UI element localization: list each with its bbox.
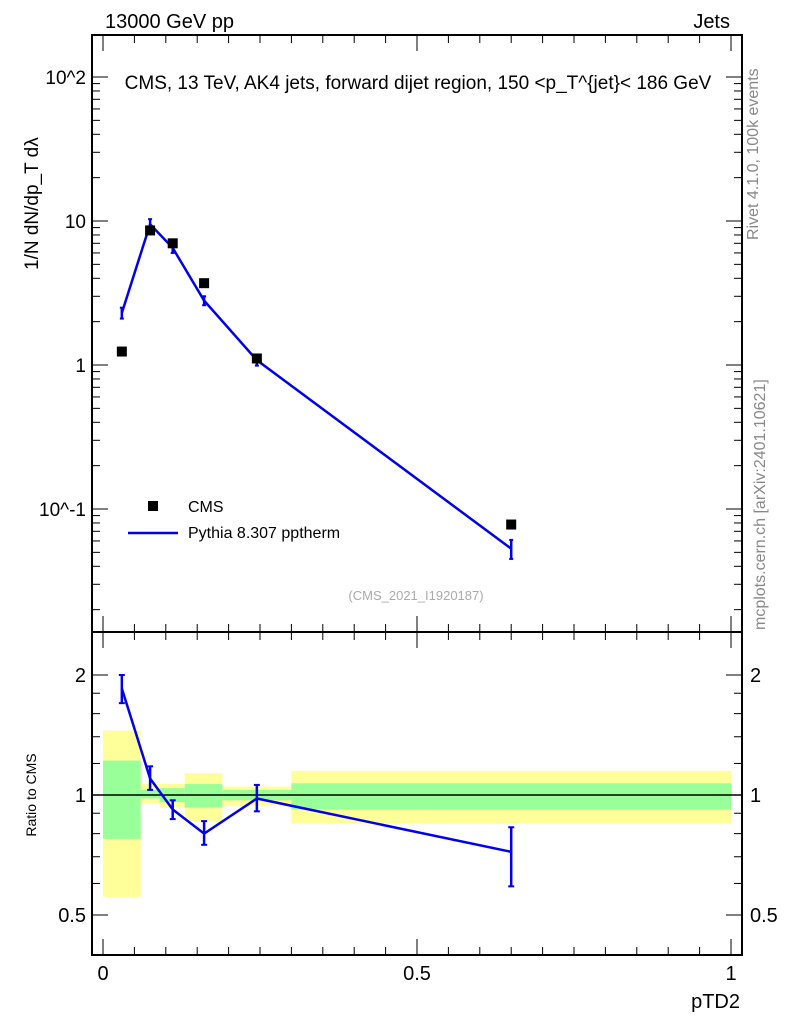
header-right: Jets (693, 11, 730, 33)
legend-cms-label: CMS (188, 499, 224, 516)
ratio-line (120, 688, 512, 854)
header-left: 13000 GeV pp (105, 11, 234, 33)
ratio-y-tick-label: 0.5 (58, 905, 86, 927)
main-frame (91, 34, 743, 633)
ratio-y-tick-label-right: 1 (750, 785, 761, 807)
y-tick-label: 1 (75, 356, 86, 377)
ratio-band-green (103, 760, 141, 839)
legend-cms-marker (148, 501, 158, 511)
cms-data-point (251, 353, 262, 364)
cms-data-point (199, 278, 210, 289)
y-tick-label: 10 (65, 212, 86, 233)
ratio-y-tick-label: 1 (75, 785, 86, 807)
ratio-y-tick-label-right: 0.5 (750, 905, 778, 927)
y-axis-label: 1/N dN/dp_T dλ (22, 137, 43, 270)
watermark: (CMS_2021_I1920187) (348, 588, 483, 603)
legend-pythia-label: Pythia 8.307 pptherm (188, 525, 340, 542)
cms-data-point (145, 225, 156, 236)
x-axis-label: pTD2 (691, 991, 740, 1013)
ratio-band-green (291, 783, 731, 810)
cms-data-point (506, 519, 517, 530)
ratio-y-tick-label: 2 (75, 665, 86, 687)
y-tick-label: 10^2 (45, 68, 86, 89)
rivet-label: Rivet 4.1.0, 100k events (745, 68, 762, 240)
ratio-band-green (184, 784, 223, 808)
ratio-band-green (140, 789, 160, 799)
x-tick-label: 0.5 (403, 963, 431, 985)
mcplots-label: mcplots.cern.ch [arXiv:2401.10621] (752, 379, 769, 630)
y-tick-label: 10^-1 (39, 500, 86, 521)
x-tick-label: 0 (97, 963, 108, 985)
plot-title: CMS, 13 TeV, AK4 jets, forward dijet reg… (125, 73, 712, 94)
ratio-y-tick-label-right: 2 (750, 665, 761, 687)
cms-data-point (167, 238, 178, 249)
pythia-line (120, 221, 512, 550)
cms-data-point (116, 346, 127, 357)
x-tick-label: 1 (725, 963, 736, 985)
ratio-y-label: Ratio to CMS (23, 753, 39, 836)
